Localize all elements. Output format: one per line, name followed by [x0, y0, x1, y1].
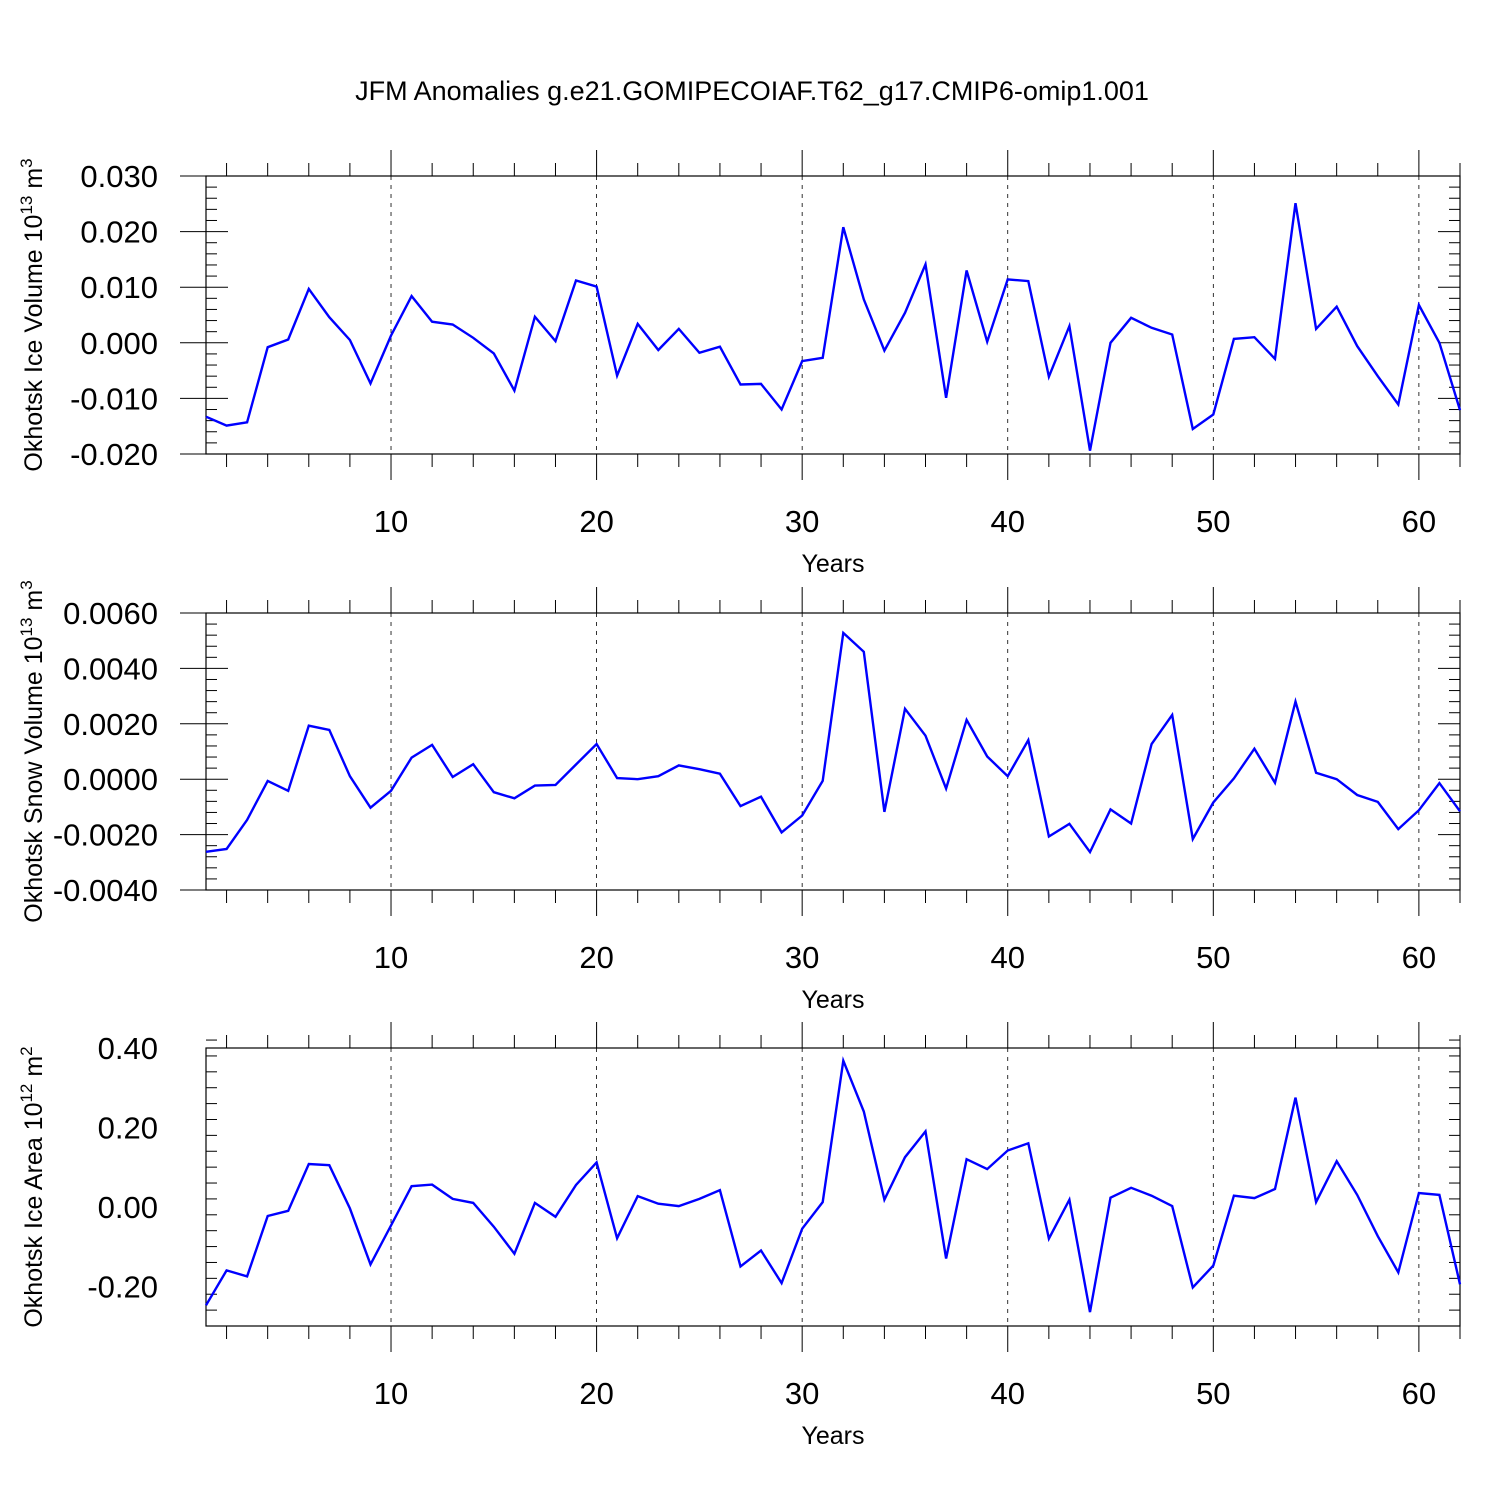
- y-axis-label-text: Okhotsk Snow Volume 10: [20, 636, 48, 922]
- y-tick-label: 0.030: [80, 159, 158, 194]
- plot-frame: [205, 175, 1461, 455]
- x-tick-label: 50: [1196, 1376, 1230, 1411]
- x-tick-label: 10: [374, 940, 408, 975]
- y-axis-label: Okhotsk Ice Area 1012 m2: [17, 1046, 48, 1327]
- chart-panel-2: -0.0040 -0.0020 0.0000 0.0020 0.0040 0.0060 10…: [17, 580, 1461, 1014]
- plot-frame: [205, 612, 1461, 891]
- y-axis-label-unit: m: [20, 590, 48, 618]
- x-tick-label: 10: [374, 1376, 408, 1411]
- y-axis-label-unit-exponent: 3: [17, 580, 36, 589]
- series-line-1: [205, 203, 1462, 451]
- x-tick-label: 20: [579, 1376, 613, 1411]
- x-tick-label: 50: [1196, 940, 1230, 975]
- y-tick-label: 0.000: [80, 326, 158, 361]
- x-tick-label: 60: [1402, 504, 1436, 539]
- y-tick-label: 0.0040: [63, 651, 158, 686]
- chart-panel-3: -0.20 0.00 0.20 0.40 10 20 30 40 50 60 Years Okhots…: [17, 1022, 1462, 1450]
- y-axis-label-unit: m: [20, 168, 48, 196]
- x-tick-label: 40: [990, 504, 1024, 539]
- y-axis-label-text: Okhotsk Ice Volume 10: [20, 215, 48, 472]
- y-tick-label: 0.010: [80, 270, 158, 305]
- x-tick-label: 10: [374, 504, 408, 539]
- x-tick-label: 40: [990, 940, 1024, 975]
- y-tick-label: -0.0020: [53, 818, 158, 853]
- y-axis-label-exponent: 13: [17, 196, 36, 215]
- y-tick-label: -0.010: [70, 381, 158, 416]
- y-axis-label-exponent: 12: [17, 1084, 36, 1103]
- figure-title: JFM Anomalies g.e21.GOMIPECOIAF.T62_g17.…: [355, 76, 1149, 106]
- x-tick-label: 40: [990, 1376, 1024, 1411]
- y-tick-label: 0.0000: [63, 762, 158, 797]
- x-tick-label: 30: [785, 940, 819, 975]
- y-axis-label-unit-exponent: 3: [17, 158, 36, 167]
- y-tick-label: 0.0060: [63, 596, 158, 631]
- x-tick-label: 60: [1402, 940, 1436, 975]
- y-tick-label: 0.0020: [63, 707, 158, 742]
- y-tick-label: 0.20: [98, 1110, 158, 1145]
- x-tick-label: 50: [1196, 504, 1230, 539]
- series-line-1: [204, 1056, 1462, 1313]
- y-tick-label: 0.00: [98, 1190, 158, 1225]
- x-tick-label: 20: [579, 504, 613, 539]
- x-tick-label: 20: [579, 940, 613, 975]
- chart-panel-1: -0.020 -0.010 0.000 0.010 0.020 0.030 10 20 30 40…: [17, 150, 1462, 578]
- series-line-1: [205, 630, 1461, 855]
- y-axis-label: Okhotsk Ice Volume 1013 m3: [17, 158, 48, 471]
- x-tick-label: 30: [785, 1376, 819, 1411]
- x-axis-label: Years: [801, 986, 864, 1014]
- x-axis-label: Years: [801, 1422, 864, 1450]
- y-tick-label: 0.020: [80, 215, 158, 250]
- y-tick-label: -0.20: [87, 1269, 158, 1304]
- y-tick-label: -0.0040: [53, 873, 158, 908]
- plot-frame: [205, 1047, 1461, 1327]
- x-tick-label: 60: [1402, 1376, 1436, 1411]
- y-axis-label-exponent: 13: [17, 618, 36, 637]
- y-axis-label: Okhotsk Snow Volume 1013 m3: [17, 580, 48, 922]
- x-tick-label: 30: [785, 504, 819, 539]
- y-axis-label-text: Okhotsk Ice Area 10: [20, 1103, 48, 1328]
- y-axis-label-unit-exponent: 2: [17, 1046, 36, 1055]
- y-tick-label: -0.020: [70, 437, 158, 472]
- y-tick-label: 0.40: [98, 1031, 158, 1066]
- y-axis-label-unit: m: [20, 1056, 48, 1084]
- x-axis-label: Years: [801, 550, 864, 578]
